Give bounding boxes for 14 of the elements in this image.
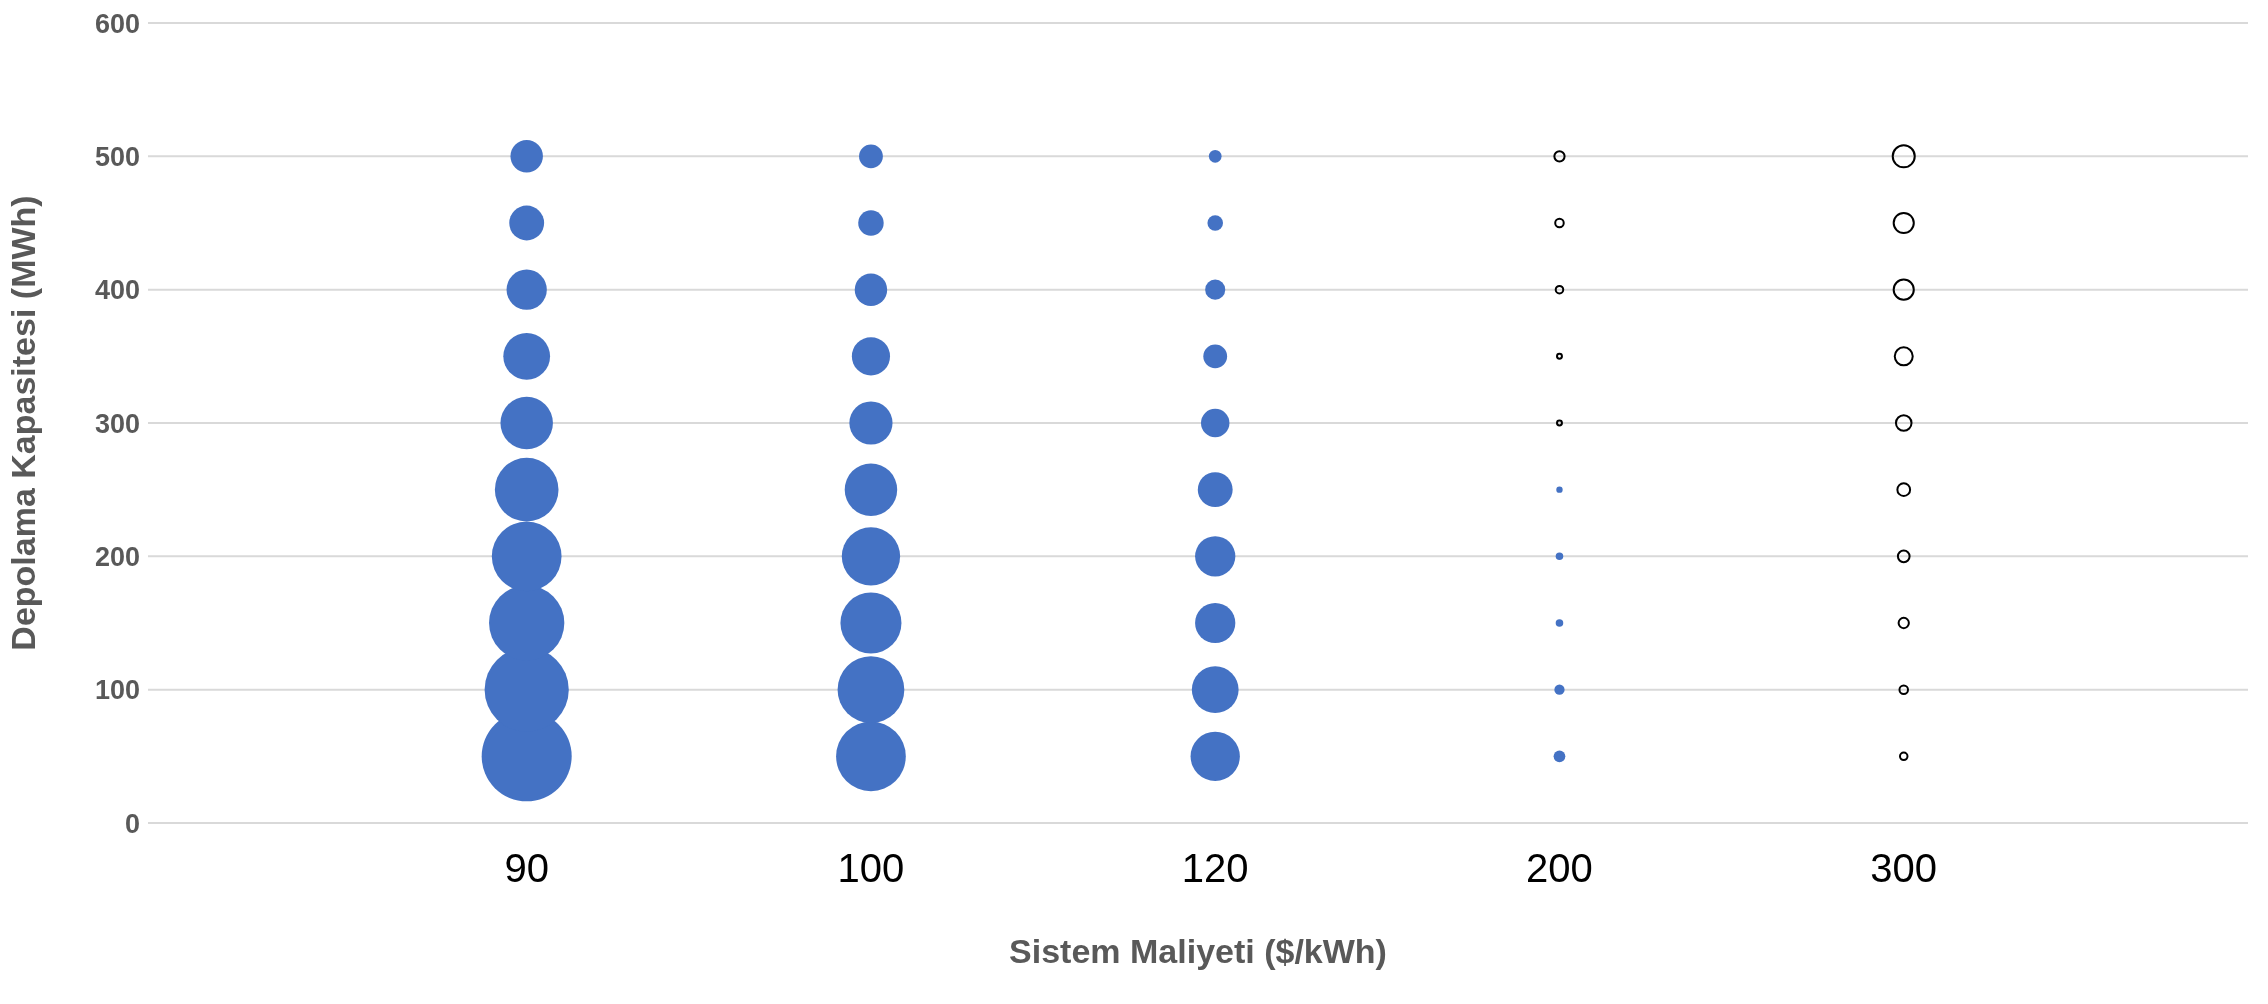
y-axis-title: Depolama Kapasitesi (MWh) xyxy=(4,195,43,651)
y-tick-label: 0 xyxy=(124,808,140,839)
x-tick-label: 120 xyxy=(1181,846,1249,891)
x-tick-label: 100 xyxy=(837,846,905,891)
y-tick-label: 500 xyxy=(94,141,140,172)
y-tick-label: 200 xyxy=(94,541,140,572)
y-tick-label: 600 xyxy=(94,8,140,39)
x-tick-label: 200 xyxy=(1526,846,1593,891)
y-tick-label: 300 xyxy=(94,408,140,439)
x-tick-label: 300 xyxy=(1870,846,1938,891)
x-axis-title: Sistem Maliyeti ($/kWh) xyxy=(1009,932,1387,970)
y-tick-label: 100 xyxy=(94,675,140,706)
y-tick-label: 400 xyxy=(94,275,140,306)
x-tick-label: 90 xyxy=(504,846,549,891)
